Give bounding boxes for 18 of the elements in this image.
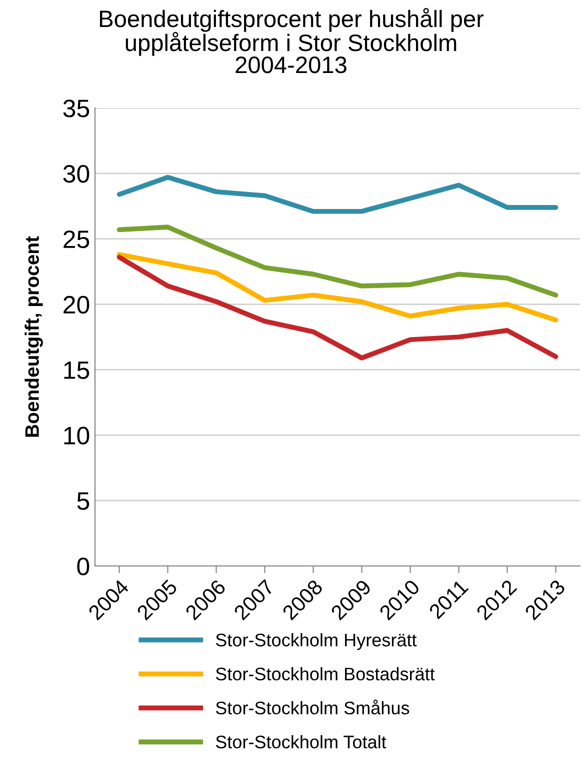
chart-title: Boendeutgiftsprocent per hushåll per upplåtelseform i Stor Stockholm 2004-2013 <box>100 8 484 74</box>
y-tick-label: 0 <box>77 558 90 576</box>
y-tick-label: 20 <box>64 296 90 314</box>
y-tick-label: 25 <box>64 230 90 248</box>
y-tick-label: 15 <box>64 362 90 380</box>
y-tick-label: 35 <box>63 100 90 118</box>
line-series <box>116 252 558 322</box>
legend-label: Stor-Stockholm Bostadsrätt <box>216 667 435 680</box>
y-axis-title: Boendeutgift, procent <box>24 236 43 437</box>
legend-label: Stor-Stockholm Hyresrätt <box>216 633 417 650</box>
legend-label: Stor-Stockholm Småhus <box>216 700 410 714</box>
y-tick-label: 10 <box>64 426 90 444</box>
y-tick-label: 30 <box>63 165 90 183</box>
line-series <box>116 254 558 360</box>
y-tick-label: 5 <box>77 492 90 510</box>
line-series <box>116 224 558 298</box>
line-series <box>116 174 558 214</box>
legend-label: Stor-Stockholm Totalt <box>216 735 386 748</box>
